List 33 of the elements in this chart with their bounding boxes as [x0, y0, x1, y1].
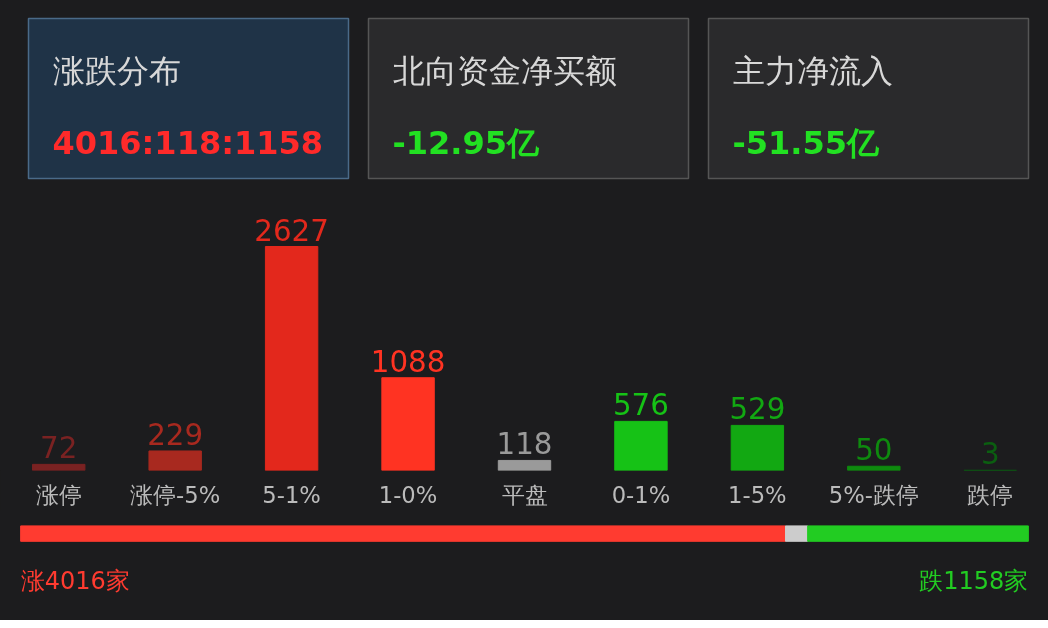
bar — [264, 246, 319, 471]
x-tick-label: 平盘 — [501, 481, 548, 508]
data-label: 3 — [980, 437, 1000, 472]
x-tick-label: 1-0% — [378, 481, 438, 508]
text: 主力净流入 — [732, 51, 893, 90]
text: -51.55亿 — [732, 123, 880, 162]
text: 4016:118:1158 — [52, 123, 324, 162]
x-tick-label: 5%-跌停 — [828, 481, 919, 508]
bar — [32, 463, 86, 471]
x-tick-label: 0-1% — [611, 481, 671, 508]
x-tick-label: 1-5% — [728, 481, 787, 508]
bar — [614, 420, 668, 471]
data-label: 1088 — [370, 344, 446, 379]
bar — [381, 377, 435, 471]
data-label: 118 — [496, 427, 553, 462]
x-tick-label: 涨停-5% — [130, 481, 221, 508]
data-label: 576 — [612, 388, 669, 423]
data-label: 72 — [40, 431, 78, 466]
text: 北向资金净买额 — [392, 51, 617, 90]
bar — [148, 450, 202, 471]
data-label: 50 — [855, 433, 893, 468]
text: 涨跌分布 — [52, 51, 181, 90]
text: -12.95亿 — [392, 123, 540, 162]
x-tick-label: 5-1% — [262, 481, 321, 508]
x-tick-label: 涨停 — [35, 481, 82, 508]
data-label: 229 — [147, 417, 204, 452]
bar — [497, 459, 552, 471]
x-tick-label: 跌停 — [967, 481, 1014, 508]
data-label: 529 — [729, 392, 786, 427]
text: 涨4016家 — [20, 566, 130, 595]
bar — [730, 424, 785, 471]
text: 跌1158家 — [919, 566, 1029, 595]
data-label: 2627 — [254, 213, 329, 248]
